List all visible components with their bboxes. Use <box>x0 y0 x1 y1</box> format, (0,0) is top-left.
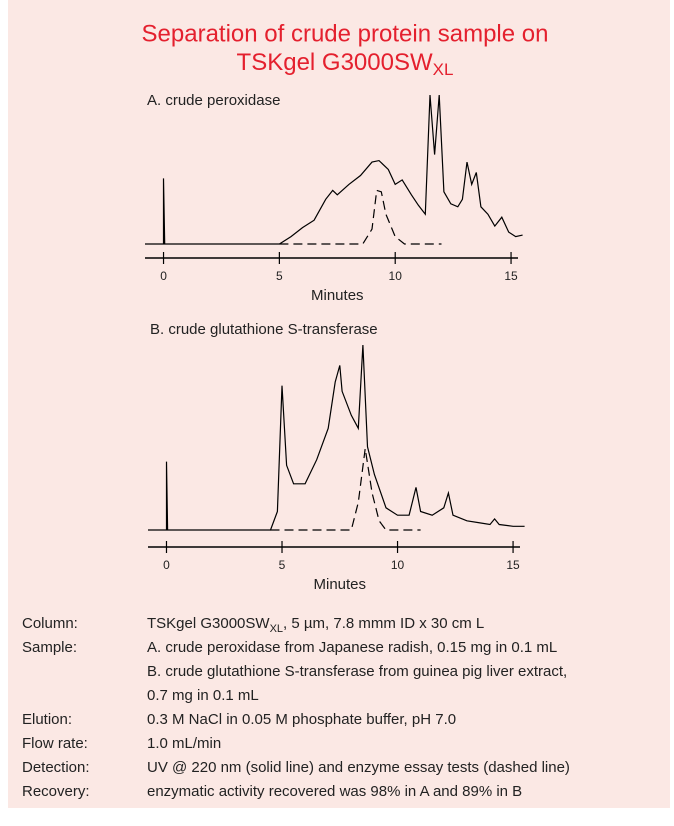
condition-value: TSKgel G3000SWXL, 5 µm, 7.8 mmm ID x 30 … <box>147 615 484 635</box>
condition-label: Detection: <box>22 759 90 776</box>
condition-label: Recovery: <box>22 783 90 800</box>
figure-title-part: TSKgel G3000SW <box>237 49 433 76</box>
chart-title: A. crude peroxidase <box>147 92 280 109</box>
condition-label: Flow rate: <box>22 735 88 752</box>
condition-value: 0.7 mg in 0.1 mL <box>147 687 259 704</box>
x-tick-label: 15 <box>504 269 518 283</box>
x-tick-label: 5 <box>276 269 283 283</box>
condition-value-subscript: XL <box>270 623 283 635</box>
condition-value: A. crude peroxidase from Japanese radish… <box>147 639 557 656</box>
x-tick-label: 10 <box>391 558 405 572</box>
condition-value-part: , 5 µm, 7.8 mmm ID x 30 cm L <box>283 615 484 632</box>
figure-title: Separation of crude protein sample on <box>142 20 549 47</box>
condition-label: Column: <box>22 615 78 632</box>
condition-value-part: TSKgel G3000SW <box>147 615 270 632</box>
x-tick-label: 15 <box>506 558 520 572</box>
trace-line <box>145 94 523 245</box>
x-axis-label: Minutes <box>311 287 364 304</box>
condition-value: B. crude glutathione S-transferase from … <box>147 663 567 680</box>
condition-label: Elution: <box>22 711 72 728</box>
figure-title: TSKgel G3000SWXL <box>237 49 454 79</box>
x-axis-label: Minutes <box>314 576 367 593</box>
condition-value: 0.3 M NaCl in 0.05 M phosphate buffer, p… <box>147 711 456 728</box>
condition-value: UV @ 220 nm (solid line) and enzyme essa… <box>147 759 570 776</box>
trace-line <box>279 189 442 245</box>
x-tick-label: 0 <box>163 558 170 572</box>
panel-background <box>8 0 670 808</box>
x-tick-label: 0 <box>160 269 167 283</box>
condition-value: enzymatic activity recovered was 98% in … <box>147 783 522 800</box>
chart-title: B. crude glutathione S-transferase <box>150 321 378 338</box>
trace-line <box>270 448 421 531</box>
trace-line <box>148 344 525 531</box>
x-tick-label: 10 <box>389 269 403 283</box>
x-tick-label: 5 <box>279 558 286 572</box>
condition-value: 1.0 mL/min <box>147 735 221 752</box>
figure-title-subscript: XL <box>433 60 454 79</box>
condition-label: Sample: <box>22 639 77 656</box>
